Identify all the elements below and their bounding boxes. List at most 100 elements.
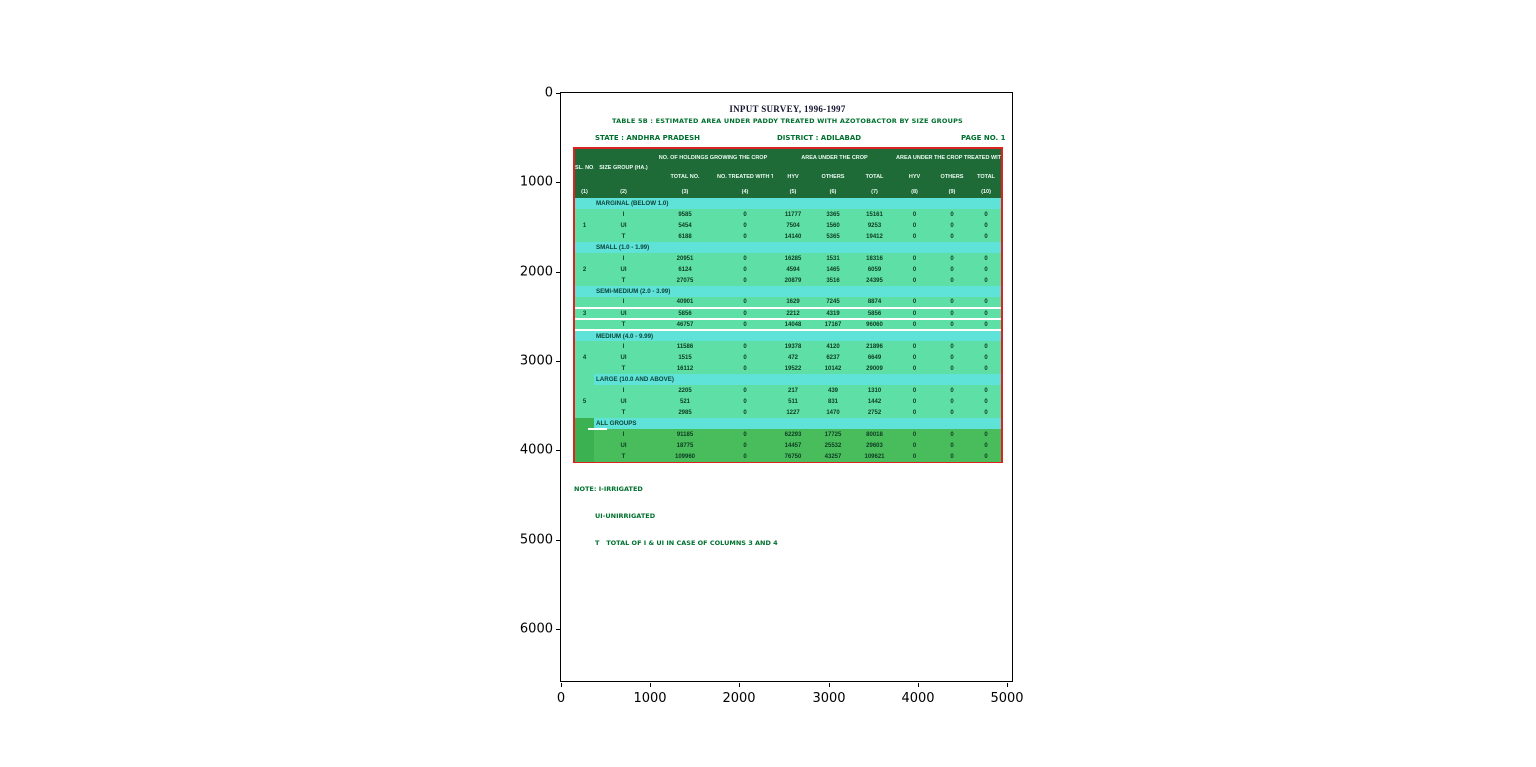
header-size-group: SIZE GROUP (HA.) — [594, 149, 653, 187]
value-cell: 0 — [717, 209, 774, 220]
row-type-cell: UI — [594, 440, 653, 451]
row-type-cell: I — [594, 385, 653, 396]
slno-cell: 5 — [575, 396, 594, 407]
value-cell: 0 — [933, 363, 972, 374]
y-tick-label: 2000 — [519, 264, 553, 280]
y-tick-label: 0 — [544, 85, 553, 101]
value-cell: 7245 — [813, 297, 854, 309]
y-tick-mark — [556, 450, 560, 451]
x-tick-mark — [918, 683, 919, 687]
value-cell: 4120 — [813, 341, 854, 352]
row-type-cell: UI — [594, 264, 653, 275]
column-number: (1) — [575, 187, 594, 198]
value-cell: 0 — [896, 440, 934, 451]
column-number: (10) — [971, 187, 1002, 198]
value-cell: 1560 — [813, 220, 854, 231]
value-cell: 0 — [896, 253, 934, 264]
value-cell: 3516 — [813, 275, 854, 286]
value-cell: 0 — [933, 209, 972, 220]
group-label: LARGE (10.0 AND ABOVE) — [594, 374, 1002, 385]
value-cell: 6649 — [853, 352, 897, 363]
slno-cell — [575, 231, 594, 242]
value-cell: 0 — [717, 253, 774, 264]
row-type-cell: T — [594, 231, 653, 242]
note-line-2: UI-UNIRRIGATED — [595, 512, 656, 520]
document-title: INPUT SURVEY, 1996-1997 — [729, 104, 846, 114]
value-cell: 0 — [717, 264, 774, 275]
header-no-treated: NO. TREATED WITH THE MANURE — [717, 168, 774, 187]
row-type-cell: I — [594, 341, 653, 352]
value-cell: 109960 — [653, 451, 717, 462]
value-cell: 62293 — [773, 429, 814, 440]
value-cell: 11777 — [773, 209, 814, 220]
value-cell: 0 — [896, 319, 934, 331]
slno-cell — [575, 429, 594, 440]
value-cell: 6059 — [853, 264, 897, 275]
row-type-cell: T — [594, 363, 653, 374]
value-cell: 217 — [773, 385, 814, 396]
value-cell: 7504 — [773, 220, 814, 231]
value-cell: 0 — [933, 352, 972, 363]
row-type-cell: I — [594, 209, 653, 220]
value-cell: 46757 — [653, 319, 717, 331]
value-cell: 15161 — [853, 209, 897, 220]
row-type-cell: I — [594, 429, 653, 440]
table-row: T 46757 0 14048 17167 96060 0 0 0 — [575, 319, 1002, 331]
page-number-label: PAGE NO. 1 — [961, 134, 1006, 142]
value-cell: 17167 — [813, 319, 854, 331]
value-cell: 0 — [933, 385, 972, 396]
document-subtitle: TABLE 5B : ESTIMATED AREA UNDER PADDY TR… — [612, 117, 963, 125]
group-label-row: SMALL (1.0 - 1.99) — [575, 242, 1002, 253]
value-cell: 0 — [896, 220, 934, 231]
table-row: 1 UI 5454 0 7504 1560 9253 0 0 0 — [575, 220, 1002, 231]
value-cell: 0 — [717, 352, 774, 363]
value-cell: 0 — [933, 407, 972, 418]
row-type-cell: T — [594, 407, 653, 418]
value-cell: 0 — [717, 231, 774, 242]
value-cell: 0 — [717, 297, 774, 309]
y-tick-label: 6000 — [519, 621, 553, 637]
header-hyv-1: HYV — [773, 168, 814, 187]
value-cell: 0 — [896, 209, 934, 220]
value-cell: 0 — [971, 231, 1002, 242]
value-cell: 521 — [653, 396, 717, 407]
value-cell: 80018 — [853, 429, 897, 440]
value-cell: 0 — [933, 319, 972, 331]
value-cell: 6188 — [653, 231, 717, 242]
value-cell: 0 — [933, 220, 972, 231]
value-cell: 21896 — [853, 341, 897, 352]
table-row: 5 UI 521 0 511 831 1442 0 0 0 — [575, 396, 1002, 407]
value-cell: 0 — [933, 275, 972, 286]
value-cell: 6237 — [813, 352, 854, 363]
value-cell: 0 — [933, 396, 972, 407]
group-label: MEDIUM (4.0 - 9.99) — [594, 330, 1002, 341]
slno-cell — [575, 275, 594, 286]
group-label: MARGINAL (BELOW 1.0) — [594, 198, 1002, 209]
value-cell: 14140 — [773, 231, 814, 242]
value-cell: 16112 — [653, 363, 717, 374]
header-total-no: TOTAL NO. — [653, 168, 717, 187]
x-tick-label: 0 — [556, 691, 566, 706]
value-cell: 511 — [773, 396, 814, 407]
slno-cell: 3 — [575, 308, 594, 320]
y-tick-mark — [556, 361, 560, 362]
value-cell: 1470 — [813, 407, 854, 418]
table-row: T 6188 0 14140 5365 19412 0 0 0 — [575, 231, 1002, 242]
y-tick-mark — [556, 629, 560, 630]
value-cell: 0 — [971, 363, 1002, 374]
row-type-cell: UI — [594, 352, 653, 363]
value-cell: 0 — [971, 396, 1002, 407]
table-row: T 109960 0 76750 43257 109621 0 0 0 — [575, 451, 1002, 462]
slno-cell: 2 — [575, 264, 594, 275]
slno-cell: 4 — [575, 352, 594, 363]
value-cell: 0 — [971, 253, 1002, 264]
slno-cell — [575, 407, 594, 418]
value-cell: 0 — [717, 440, 774, 451]
table-body: MARGINAL (BELOW 1.0) I 9585 0 11777 3365 15161… — [575, 198, 1002, 462]
y-tick-label: 1000 — [519, 174, 553, 190]
value-cell: 0 — [971, 429, 1002, 440]
note-line-1: NOTE: I-IRRIGATED — [574, 485, 643, 493]
header-total-2: TOTAL — [971, 168, 1002, 187]
slno-cell — [575, 209, 594, 220]
